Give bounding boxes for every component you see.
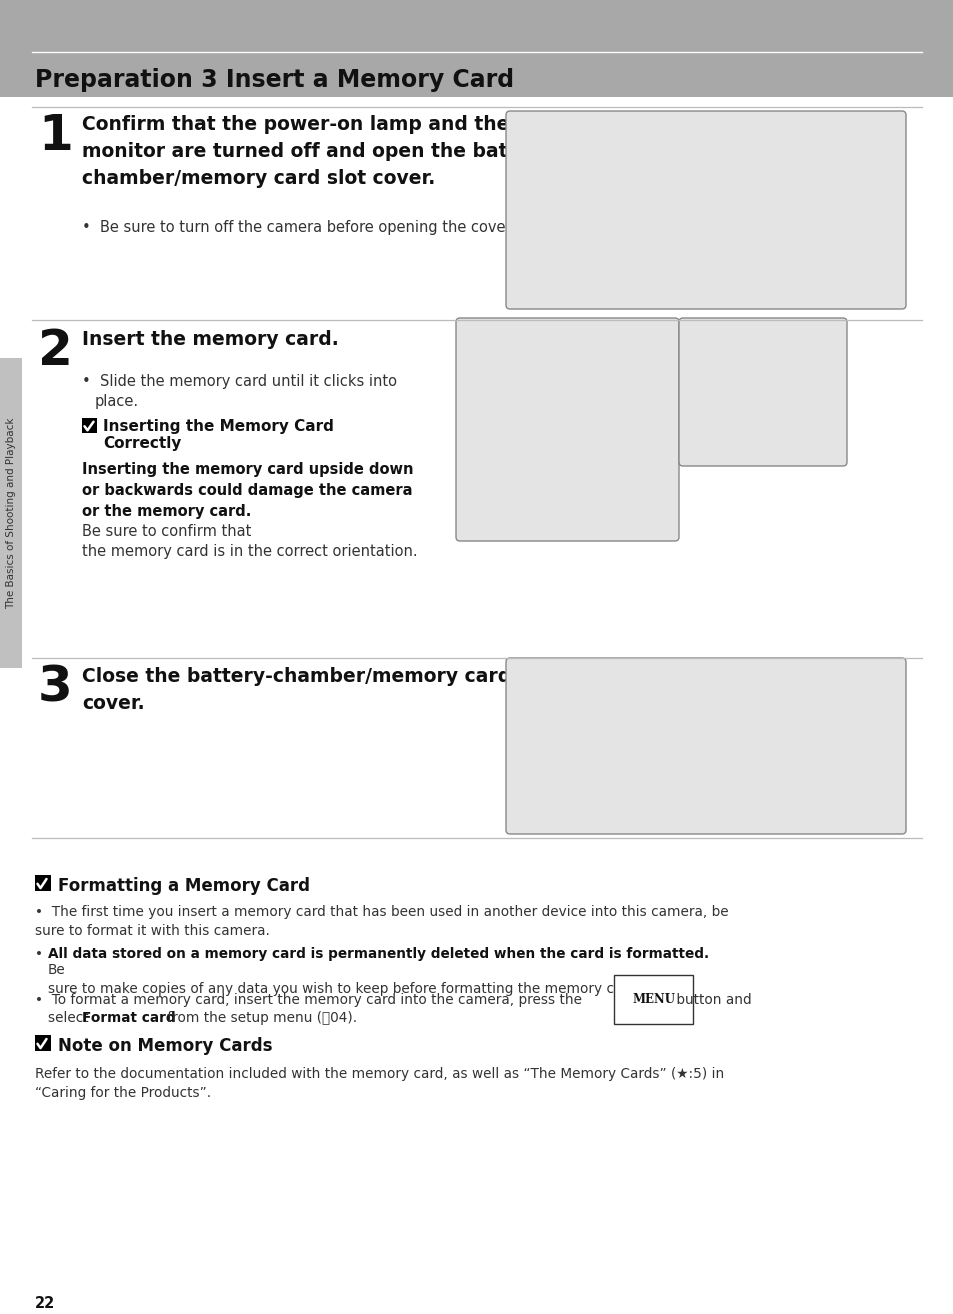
Text: Formatting a Memory Card: Formatting a Memory Card [58,876,310,895]
Text: •: • [35,947,51,961]
Text: Refer to the documentation included with the memory card, as well as “The Memory: Refer to the documentation included with… [35,1067,723,1101]
Text: 22: 22 [35,1296,55,1311]
Text: Inserting the memory card upside down
or backwards could damage the camera
or th: Inserting the memory card upside down or… [82,463,413,519]
Text: 3: 3 [38,664,72,712]
Bar [35,1035,51,1051]
Text: button and: button and [671,993,751,1007]
Text: Confirm that the power-on lamp and the
monitor are turned off and open the batte: Confirm that the power-on lamp and the m… [82,116,558,188]
Text: •  The first time you insert a memory card that has been used in another device : • The first time you insert a memory car… [35,905,728,938]
FancyBboxPatch shape [505,658,905,834]
Text: Be
sure to make copies of any data you wish to keep before formatting the memory: Be sure to make copies of any data you w… [48,963,640,996]
Text: Inserting the Memory Card: Inserting the Memory Card [103,419,334,434]
Text: Be sure to confirm that
the memory card is in the correct orientation.: Be sure to confirm that the memory card … [82,524,417,560]
Text: The Basics of Shooting and Playback: The Basics of Shooting and Playback [6,418,16,608]
Text: Preparation 3 Insert a Memory Card: Preparation 3 Insert a Memory Card [35,68,514,92]
Bar [0,0,953,97]
Text: •  To format a memory card, insert the memory card into the camera, press the: • To format a memory card, insert the me… [35,993,586,1007]
Text: •  Slide the memory card until it clicks into: • Slide the memory card until it clicks … [82,374,396,389]
Text: Insert the memory card.: Insert the memory card. [82,330,338,350]
Text: 2: 2 [38,327,72,374]
FancyBboxPatch shape [456,318,679,541]
Text: from the setup menu (04).: from the setup menu (04). [163,1010,356,1025]
Text: Note on Memory Cards: Note on Memory Cards [58,1037,273,1055]
Bar [0,357,22,668]
FancyBboxPatch shape [505,110,905,309]
Text: MENU: MENU [631,993,675,1007]
Text: Correctly: Correctly [103,436,181,451]
Text: •  Be sure to turn off the camera before opening the cover.: • Be sure to turn off the camera before … [82,219,515,235]
Text: select: select [48,1010,92,1025]
Text: Format card: Format card [82,1010,175,1025]
Bar [82,418,97,434]
FancyBboxPatch shape [679,318,846,466]
Text: All data stored on a memory card is permanently deleted when the card is formatt: All data stored on a memory card is perm… [48,947,708,961]
Text: place.: place. [95,394,139,409]
Text: 1: 1 [38,112,72,160]
Bar [35,875,51,891]
Text: Close the battery-chamber/memory card slot
cover.: Close the battery-chamber/memory card sl… [82,668,557,714]
